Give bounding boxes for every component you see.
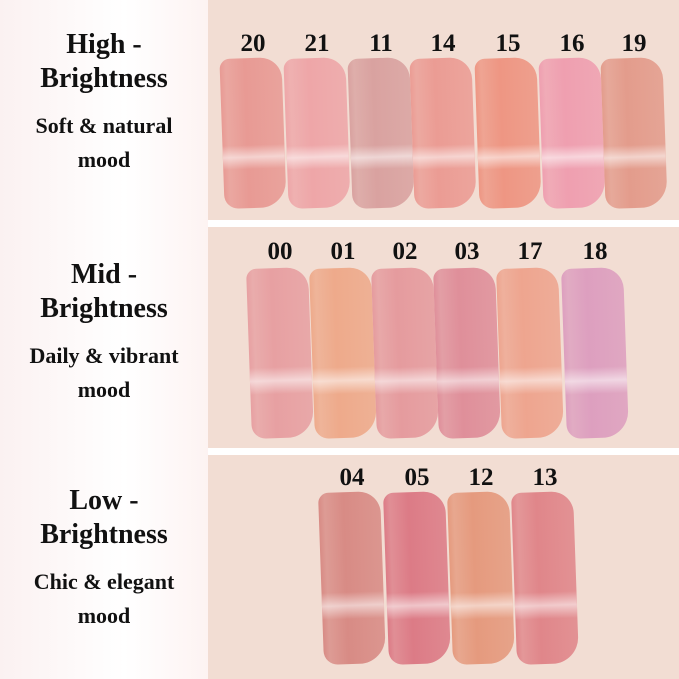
shade-number: 03	[454, 238, 480, 265]
shade-number: 13	[532, 464, 558, 491]
lip-swatch	[496, 266, 564, 440]
shade-number: 00	[267, 238, 293, 265]
group-title2: Brightness	[40, 293, 168, 324]
shade-number: 02	[392, 238, 418, 265]
lip-swatch	[371, 266, 439, 440]
group-title: High -	[66, 29, 142, 60]
group-sub2: mood	[77, 603, 131, 628]
shade-number: 11	[369, 30, 393, 57]
lip-swatch	[246, 266, 314, 440]
lip-swatch	[433, 266, 501, 440]
lip-swatch	[447, 490, 515, 666]
lip-swatch	[600, 56, 668, 210]
group-sub2: mood	[77, 377, 131, 402]
left-label-column	[0, 0, 208, 679]
shade-number: 20	[240, 30, 266, 57]
group-sub: Soft & natural	[35, 113, 173, 138]
group-sub2: mood	[77, 147, 131, 172]
shade-number: 04	[339, 464, 365, 491]
lip-swatch	[383, 490, 451, 666]
shade-number: 05	[404, 464, 430, 491]
lip-swatch	[347, 56, 415, 210]
lip-swatch	[318, 490, 386, 666]
shade-number: 16	[559, 30, 585, 57]
shade-number: 01	[330, 238, 356, 265]
lip-swatch	[283, 56, 351, 210]
group-title: Low -	[69, 485, 139, 516]
group-title2: Brightness	[40, 519, 168, 550]
group-title: Mid -	[70, 259, 138, 290]
shade-number: 19	[621, 30, 647, 57]
shade-number: 21	[304, 30, 330, 57]
lip-swatch	[219, 56, 287, 210]
shade-number: 12	[468, 464, 494, 491]
group-title2: Brightness	[40, 63, 168, 94]
shade-number: 15	[495, 30, 521, 57]
shade-number: 17	[517, 238, 543, 265]
lip-swatch	[511, 490, 579, 666]
lip-swatch	[561, 266, 629, 440]
lip-swatch	[474, 56, 542, 210]
group-sub: Chic & elegant	[33, 569, 175, 594]
lip-swatch	[409, 56, 477, 210]
lip-swatch	[538, 56, 606, 210]
shade-number: 18	[582, 238, 608, 265]
shade-number: 14	[430, 30, 456, 57]
group-sub: Daily & vibrant	[29, 343, 179, 368]
lip-swatch	[309, 266, 377, 440]
